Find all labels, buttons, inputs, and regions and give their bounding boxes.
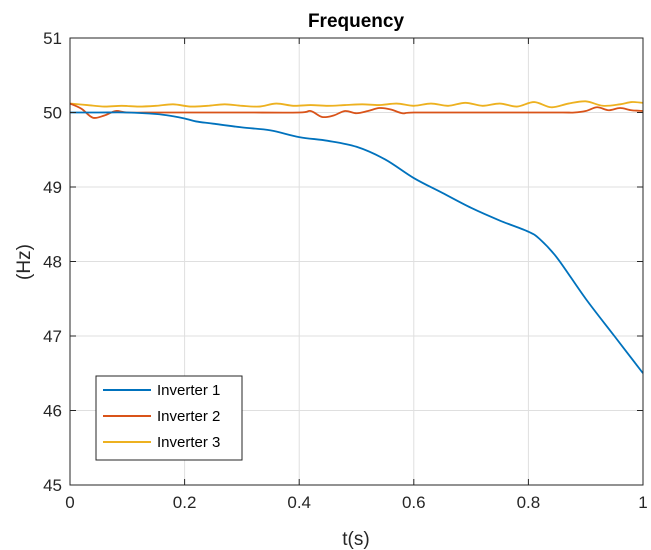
series-line-inverter-1 — [69, 111, 644, 374]
legend-label-inverter-2: Inverter 2 — [157, 408, 220, 425]
x-tick-label: 1 — [638, 493, 647, 512]
x-axis-label: t(s) — [342, 529, 369, 550]
y-tick-label: 49 — [43, 178, 62, 197]
x-tick-label: 0.4 — [287, 493, 311, 512]
legend: Inverter 1 Inverter 2 Inverter 3 — [95, 375, 243, 461]
chart-title: Frequency — [308, 11, 405, 32]
series-line-inverter-3 — [69, 100, 644, 109]
y-tick-labels: 45 46 47 48 49 50 51 — [43, 29, 62, 495]
y-tick-label: 51 — [43, 29, 62, 48]
legend-label-inverter-3: Inverter 3 — [157, 434, 220, 451]
y-tick-label: 48 — [43, 253, 62, 272]
x-tick-label: 0.2 — [173, 493, 197, 512]
tick-marks — [69, 37, 644, 486]
series-lines — [69, 100, 644, 374]
x-tick-label: 0.6 — [402, 493, 426, 512]
x-tick-label: 0.8 — [517, 493, 541, 512]
legend-label-inverter-1: Inverter 1 — [157, 382, 220, 399]
y-tick-label: 47 — [43, 327, 62, 346]
y-tick-label: 50 — [43, 104, 62, 123]
y-tick-label: 45 — [43, 476, 62, 495]
x-tick-label: 0 — [65, 493, 74, 512]
y-tick-label: 46 — [43, 402, 62, 421]
x-tick-labels: 0 0.2 0.4 0.6 0.8 1 — [65, 493, 647, 512]
y-axis-label: (Hz) — [14, 244, 35, 280]
